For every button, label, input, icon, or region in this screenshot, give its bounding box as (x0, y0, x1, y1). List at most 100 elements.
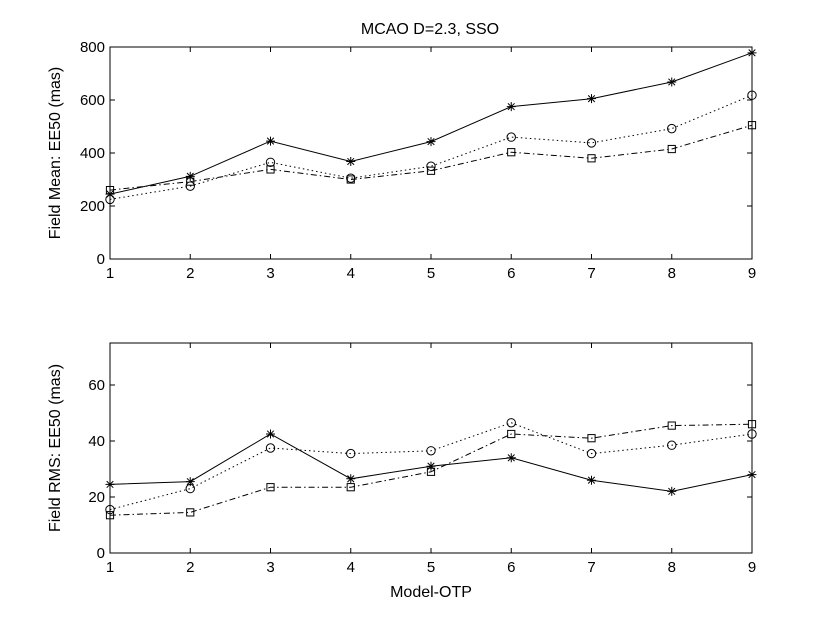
star-marker (266, 429, 275, 439)
series-star-solid (105, 429, 757, 496)
circle-marker (105, 194, 115, 205)
x-axis-label: Model-OTP (390, 584, 472, 601)
series-star-solid (105, 48, 757, 199)
star-marker (185, 171, 195, 181)
star-marker (426, 137, 436, 147)
square-marker (266, 165, 275, 174)
circle-marker (346, 448, 356, 459)
series-square-dashdot (105, 121, 757, 195)
circle-marker (185, 483, 195, 494)
square-marker (507, 429, 516, 439)
circle-marker (586, 448, 597, 459)
series-circle-dotted (105, 90, 757, 205)
square-marker (507, 148, 516, 157)
figure-title: MCAO D=2.3, SSO (361, 21, 499, 38)
star-marker (266, 136, 275, 146)
x-tick-label: 8 (668, 265, 676, 282)
top-panel-field-mean: 1 2 3 4 5 6 7 8 9 0 200 400 600 800 Field Mean: EE50 (… (47, 39, 757, 282)
circle-marker (506, 418, 516, 428)
x-tick-label: 1 (106, 265, 114, 282)
circle-marker (747, 90, 757, 100)
x-tick-label: 7 (587, 265, 595, 282)
y-tick-label: 200 (80, 198, 105, 215)
star-marker (426, 461, 436, 471)
x-tick-label: 3 (266, 265, 274, 282)
square-marker (426, 166, 436, 175)
x-tick-label: 6 (507, 265, 515, 282)
star-marker (747, 470, 757, 480)
bottom-panel-field-rms: 1 2 3 4 5 6 7 8 9 0 20 40 60 Field RMS: EE50 (mas) Mod… (47, 342, 757, 601)
y-tick-label: 400 (80, 145, 105, 162)
y-axis-label: Field RMS: EE50 (mas) (47, 364, 64, 532)
x-tick-label: 9 (748, 559, 756, 576)
x-tick-label: 5 (427, 559, 435, 576)
plot-frame (109, 46, 753, 260)
square-marker (426, 467, 436, 476)
y-axis-label: Field Mean: EE50 (mas) (47, 67, 64, 240)
circle-marker (667, 123, 677, 134)
plot-frame (109, 342, 753, 554)
x-tick-label: 2 (186, 559, 194, 576)
square-marker (587, 434, 596, 443)
star-marker (506, 102, 516, 112)
square-marker (266, 483, 275, 492)
star-marker (667, 77, 677, 87)
circle-marker (586, 138, 597, 148)
series-line-square-dashdot (109, 423, 753, 516)
star-marker (185, 477, 195, 487)
square-marker (186, 508, 195, 517)
series-circle-dotted (105, 418, 757, 515)
square-marker (105, 186, 115, 195)
x-tick-label: 6 (507, 559, 515, 576)
square-marker (186, 177, 195, 186)
x-tick-label: 8 (668, 559, 676, 576)
circle-marker (667, 440, 677, 450)
square-marker (105, 511, 115, 520)
star-marker (587, 475, 596, 485)
square-marker (346, 175, 355, 184)
star-marker (346, 156, 356, 166)
square-marker (587, 154, 596, 163)
square-marker (667, 421, 676, 430)
star-marker (105, 479, 115, 489)
x-tick-label: 2 (186, 265, 194, 282)
y-tick-label: 800 (80, 39, 105, 56)
x-tick-label: 3 (266, 559, 274, 576)
square-marker (747, 121, 757, 130)
star-marker (747, 48, 757, 58)
circle-marker (426, 446, 436, 456)
series-square-dashdot (105, 420, 757, 520)
series-line-circle-dotted (109, 94, 753, 200)
circle-marker (265, 157, 276, 167)
star-marker (346, 474, 356, 484)
circle-marker (105, 504, 115, 515)
square-marker (747, 420, 757, 429)
x-tick-label: 4 (347, 559, 355, 576)
x-tick-label: 7 (587, 559, 595, 576)
circle-marker (265, 443, 276, 453)
circle-marker (185, 181, 195, 191)
circle-marker (426, 161, 436, 171)
series-line-circle-dotted (109, 422, 753, 511)
square-marker (667, 144, 676, 154)
x-tick-label: 9 (748, 265, 756, 282)
series-line-square-dashdot (109, 124, 753, 191)
y-tick-label: 0 (97, 251, 105, 268)
y-tick-label: 40 (88, 433, 105, 450)
star-marker (506, 453, 516, 463)
circle-marker (506, 132, 516, 142)
star-marker (587, 94, 596, 104)
y-tick-label: 0 (97, 545, 105, 562)
square-marker (346, 483, 355, 492)
x-tick-label: 1 (106, 559, 114, 576)
x-tick-label: 5 (427, 265, 435, 282)
y-tick-label: 60 (88, 377, 105, 394)
series-line-star-solid (109, 52, 753, 195)
star-marker (667, 486, 677, 496)
circle-marker (346, 173, 356, 183)
circle-marker (747, 429, 757, 439)
x-tick-label: 4 (347, 265, 355, 282)
y-tick-label: 20 (88, 489, 105, 506)
y-tick-label: 600 (80, 92, 105, 109)
